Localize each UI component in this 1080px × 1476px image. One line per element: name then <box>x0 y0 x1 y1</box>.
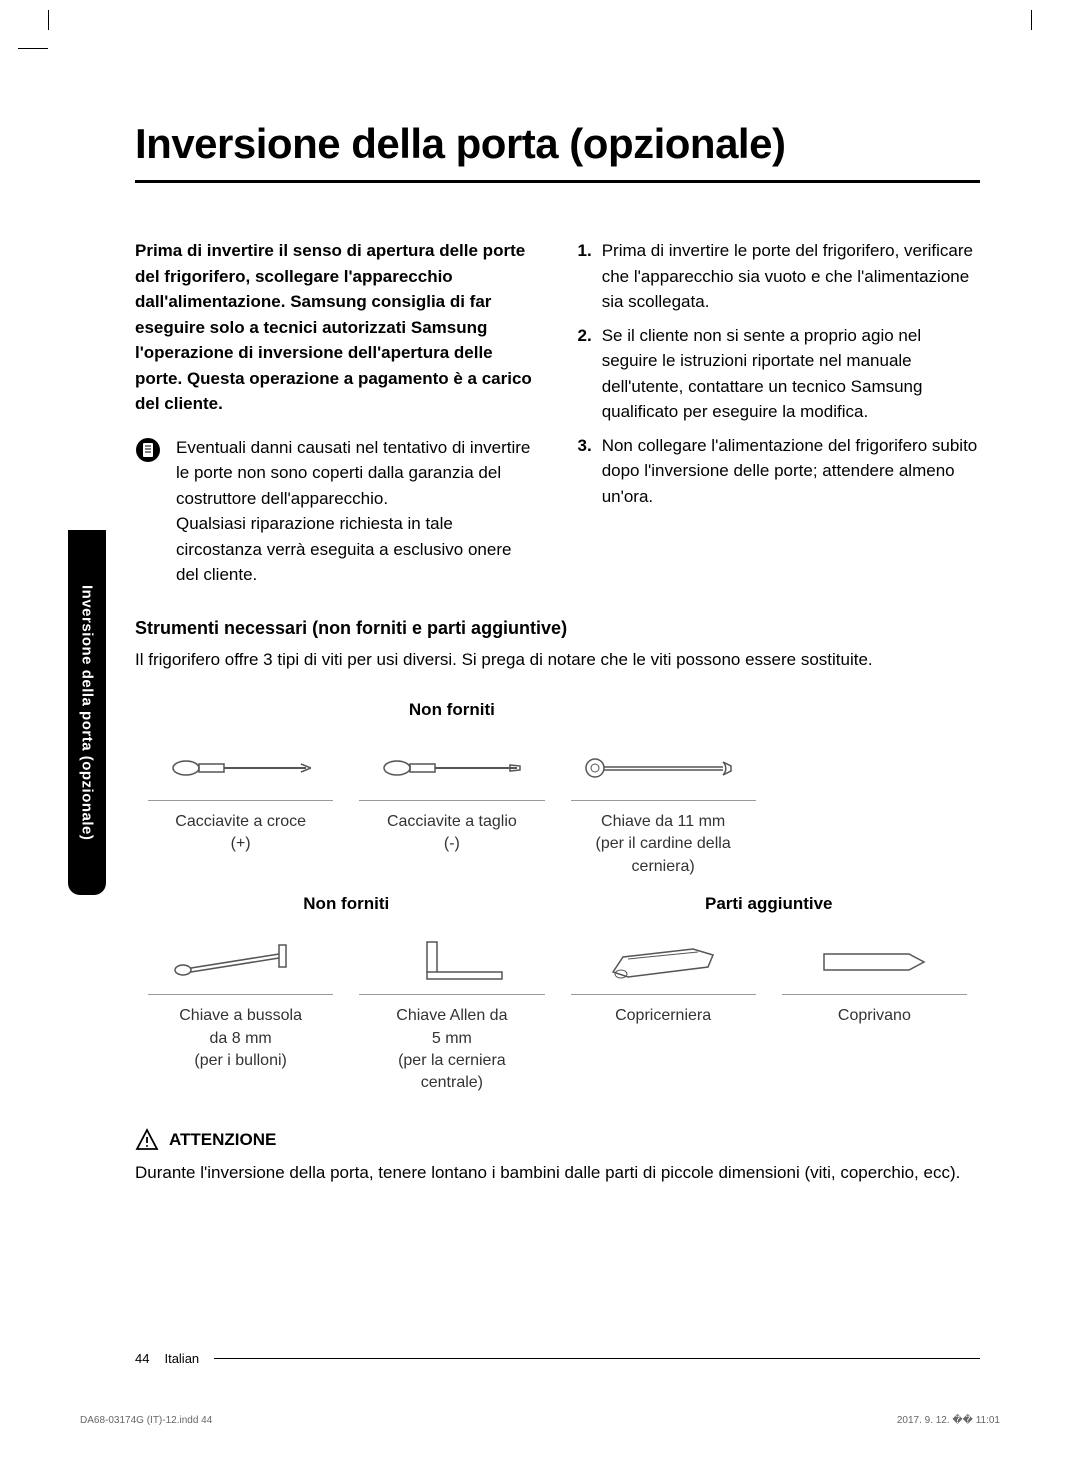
steps-list: 1. Prima di invertire le porte del frigo… <box>578 238 981 509</box>
tools-heading: Strumenti necessari (non forniti e parti… <box>135 618 980 639</box>
note-text-wrapper: Eventuali danni causati nel tentativo di… <box>176 435 538 588</box>
step-number: 1. <box>578 238 592 315</box>
step-text: Se il cliente non si sente a proprio agi… <box>602 323 980 425</box>
note-block: Eventuali danni causati nel tentativo di… <box>135 435 538 588</box>
tool-image-socket <box>148 930 333 995</box>
page-title: Inversione della porta (opzionale) <box>135 120 980 168</box>
step-number: 2. <box>578 323 592 425</box>
table-row: Cacciavite a croce (+) Cacciavite a tagl… <box>135 728 980 886</box>
step-text: Prima di invertire le porte del frigorif… <box>602 238 980 315</box>
tool-cell: Chiave a bussola da 8 mm (per i bulloni) <box>135 922 346 1103</box>
language-label: Italian <box>164 1351 199 1366</box>
step-item: 3. Non collegare l'alimentazione del fri… <box>578 433 981 510</box>
tool-cell: Cacciavite a taglio (-) <box>346 728 557 886</box>
tool-image-phillips <box>148 736 333 801</box>
warning-icon <box>135 1128 159 1152</box>
header-non-forniti-2: Non forniti <box>135 886 558 922</box>
caution-section: ATTENZIONE Durante l'inversione della po… <box>135 1128 980 1186</box>
tool-cell: Cacciavite a croce (+) <box>135 728 346 886</box>
page footer: 44 Italian <box>135 1351 980 1366</box>
tool-image-wrench <box>571 736 756 801</box>
tools-table: Non forniti Cacciavite a croce (+) <box>135 692 980 1103</box>
tool-label: Copricerniera <box>563 1005 764 1027</box>
header-non-forniti: Non forniti <box>135 692 769 728</box>
note-icon <box>135 437 161 463</box>
page-content: Inversione della porta (opzionale) Prima… <box>0 0 1080 1245</box>
two-column-layout: Prima di invertire il senso di apertura … <box>135 238 980 588</box>
tool-cell: Chiave Allen da 5 mm (per la cerniera ce… <box>346 922 557 1103</box>
table-row: Chiave a bussola da 8 mm (per i bulloni)… <box>135 922 980 1103</box>
tool-label: Chiave a bussola da 8 mm (per i bulloni) <box>140 1005 341 1072</box>
meta-footer: DA68-03174G (IT)-12.indd 44 2017. 9. 12.… <box>80 1415 1000 1426</box>
table-header-row-2: Non forniti Parti aggiuntive <box>135 886 980 922</box>
tool-image-cover <box>782 930 967 995</box>
footer-line <box>214 1358 980 1359</box>
caution-heading: ATTENZIONE <box>135 1128 980 1152</box>
caution-text: Durante l'inversione della porta, tenere… <box>135 1160 980 1186</box>
meta-file: DA68-03174G (IT)-12.indd 44 <box>80 1415 212 1426</box>
tool-label: Chiave Allen da 5 mm (per la cerniera ce… <box>351 1005 552 1095</box>
tool-cell: Chiave da 11 mm (per il cardine della ce… <box>558 728 769 886</box>
right-column: 1. Prima di invertire le porte del frigo… <box>578 238 981 588</box>
step-item: 1. Prima di invertire le porte del frigo… <box>578 238 981 315</box>
page-number: 44 <box>135 1351 149 1366</box>
tool-image-allen <box>359 930 544 995</box>
caution-label: ATTENZIONE <box>169 1130 276 1150</box>
note-para-2: Qualsiasi riparazione richiesta in tale … <box>176 511 538 588</box>
header-parti-aggiuntive: Parti aggiuntive <box>558 886 981 922</box>
intro-bold-text: Prima di invertire il senso di apertura … <box>135 238 538 417</box>
tool-label: Chiave da 11 mm (per il cardine della ce… <box>563 811 764 878</box>
tool-cell: Copricerniera <box>558 922 769 1103</box>
title-underline <box>135 180 980 183</box>
note-para-1: Eventuali danni causati nel tentativo di… <box>176 435 538 512</box>
tool-label: Cacciavite a croce (+) <box>140 811 341 856</box>
step-item: 2. Se il cliente non si sente a proprio … <box>578 323 981 425</box>
step-number: 3. <box>578 433 592 510</box>
tool-image-hinge-cover <box>571 930 756 995</box>
tool-cell: Coprivano <box>769 922 980 1103</box>
left-column: Prima di invertire il senso di apertura … <box>135 238 538 588</box>
step-text: Non collegare l'alimentazione del frigor… <box>602 433 980 510</box>
table-header-row: Non forniti <box>135 692 980 728</box>
meta-timestamp: 2017. 9. 12. �� 11:01 <box>897 1415 1000 1426</box>
tools-intro: Il frigorifero offre 3 tipi di viti per … <box>135 647 980 673</box>
tool-label: Coprivano <box>774 1005 975 1027</box>
tool-image-flathead <box>359 736 544 801</box>
tool-label: Cacciavite a taglio (-) <box>351 811 552 856</box>
